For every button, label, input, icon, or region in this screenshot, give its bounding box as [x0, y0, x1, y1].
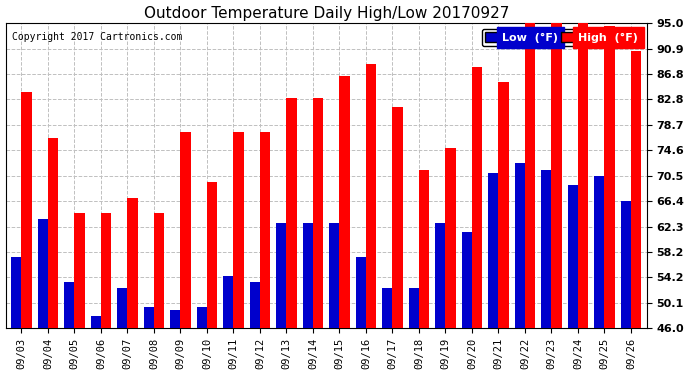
Bar	[250, 282, 260, 328]
Bar	[631, 51, 641, 328]
Bar	[260, 132, 270, 328]
Bar	[181, 132, 190, 328]
Bar	[578, 23, 588, 328]
Bar	[38, 219, 48, 328]
Bar	[604, 26, 615, 328]
Bar	[277, 222, 286, 328]
Bar	[621, 201, 631, 328]
Bar	[64, 282, 75, 328]
Bar	[489, 172, 498, 328]
Bar	[551, 23, 562, 328]
Bar	[101, 213, 111, 328]
Legend: Low  (°F), High  (°F): Low (°F), High (°F)	[482, 28, 641, 46]
Bar	[170, 310, 181, 328]
Bar	[568, 185, 578, 328]
Bar	[393, 107, 402, 328]
Bar	[207, 182, 217, 328]
Bar	[197, 307, 207, 328]
Bar	[154, 213, 164, 328]
Bar	[356, 257, 366, 328]
Bar	[233, 132, 244, 328]
Bar	[117, 288, 128, 328]
Bar	[12, 257, 21, 328]
Bar	[144, 307, 154, 328]
Bar	[366, 64, 376, 328]
Bar	[128, 198, 137, 328]
Bar	[382, 288, 393, 328]
Bar	[462, 232, 472, 328]
Bar	[498, 82, 509, 328]
Bar	[75, 213, 84, 328]
Bar	[446, 148, 455, 328]
Bar	[91, 316, 101, 328]
Bar	[48, 138, 58, 328]
Bar	[21, 92, 32, 328]
Bar	[419, 170, 429, 328]
Bar	[339, 76, 350, 328]
Bar	[525, 23, 535, 328]
Bar	[409, 288, 419, 328]
Bar	[286, 98, 297, 328]
Text: Copyright 2017 Cartronics.com: Copyright 2017 Cartronics.com	[12, 32, 182, 42]
Bar	[594, 176, 604, 328]
Bar	[329, 222, 339, 328]
Bar	[542, 170, 551, 328]
Bar	[435, 222, 446, 328]
Bar	[472, 67, 482, 328]
Bar	[224, 276, 233, 328]
Bar	[313, 98, 323, 328]
Bar	[515, 164, 525, 328]
Bar	[303, 222, 313, 328]
Title: Outdoor Temperature Daily High/Low 20170927: Outdoor Temperature Daily High/Low 20170…	[144, 6, 509, 21]
